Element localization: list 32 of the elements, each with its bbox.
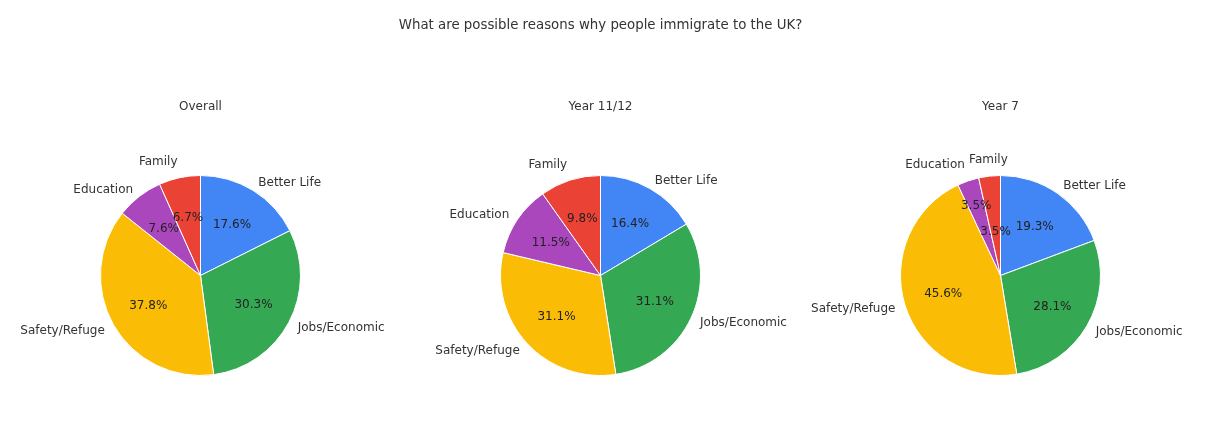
slice-label: Jobs/Economic (699, 315, 787, 330)
data-label: 17.6% (212, 217, 252, 232)
slice-label: Safety/Refuge (20, 322, 105, 337)
chart-title: Year 7 (981, 98, 1019, 113)
text: What are possible reasons why people immigrate to the UK? (398, 17, 803, 32)
slice-label: Jobs/Economic (1094, 323, 1183, 338)
data-label: 28.1% (1033, 298, 1072, 313)
data-label: 19.3% (1015, 219, 1054, 234)
data-label: 37.8% (129, 298, 168, 313)
chart-title: Year 11/12 (567, 98, 633, 113)
slice-label: Better Life (258, 174, 322, 189)
slice-label: Education (73, 181, 134, 196)
slice-label: Education (905, 157, 965, 172)
slice-label: Education (449, 207, 510, 222)
slice-label: Family (969, 152, 1008, 167)
data-label: 31.1% (635, 293, 674, 308)
data-label: 31.1% (537, 309, 576, 324)
data-label: 7.6% (148, 221, 179, 236)
data-label: 3.5% (980, 223, 1011, 238)
data-label: 11.5% (531, 234, 570, 249)
data-label: 9.8% (567, 211, 598, 226)
slice-label: Jobs/Economic (296, 319, 385, 334)
slice-label: Better Life (654, 172, 718, 187)
slice-label: Family (528, 156, 568, 171)
chart-title: Overall (179, 98, 222, 113)
data-label: 16.4% (611, 216, 650, 231)
slice-label: Better Life (1063, 178, 1126, 193)
slice-label: Safety/Refuge (435, 343, 520, 358)
slice-label: Family (138, 153, 178, 168)
data-label: 45.6% (924, 286, 963, 301)
slice-label: Safety/Refuge (811, 301, 896, 316)
data-label: 30.3% (234, 296, 273, 311)
